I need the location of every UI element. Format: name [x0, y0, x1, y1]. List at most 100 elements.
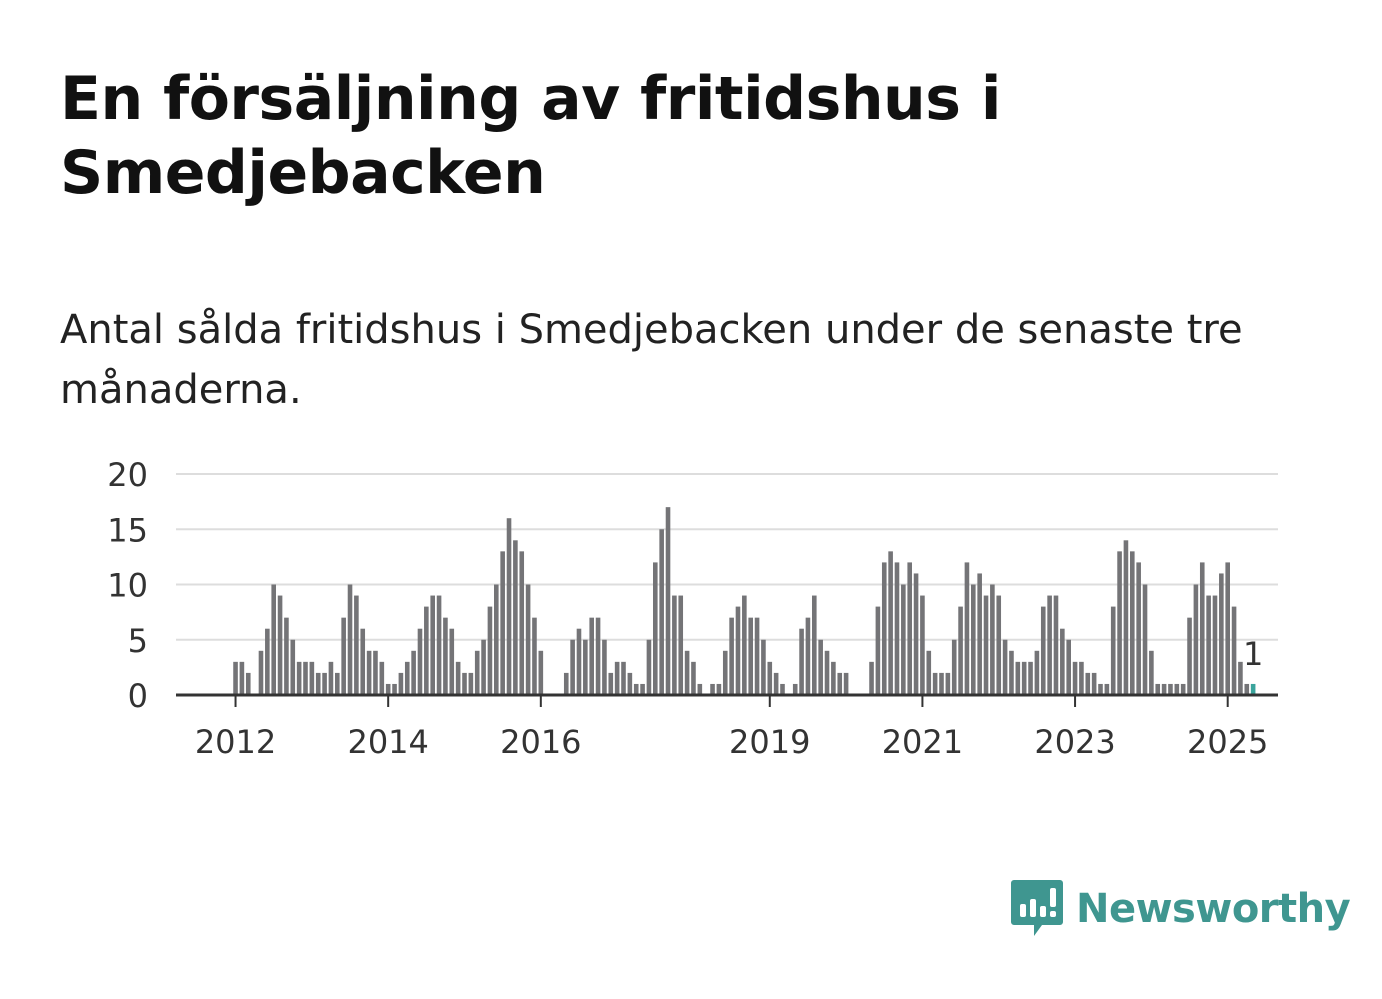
bar: [424, 606, 429, 695]
bar: [513, 540, 518, 695]
bar: [977, 573, 982, 695]
bar: [494, 584, 499, 695]
bar: [1009, 650, 1014, 695]
bar: [729, 617, 734, 695]
bar: [837, 672, 843, 695]
y-axis-labels: 0 5 10 15 20: [107, 456, 148, 715]
bar: [1225, 562, 1230, 695]
bar-highlight: [1250, 683, 1256, 695]
x-tick-label: 2019: [729, 723, 810, 761]
x-tick-label: 2012: [195, 723, 276, 761]
bar: [888, 551, 893, 695]
bar: [812, 595, 817, 695]
bar: [341, 617, 346, 695]
bar: [379, 661, 385, 695]
bar: [525, 584, 531, 695]
bar: [1066, 639, 1071, 695]
bar: [672, 595, 677, 695]
bar: [443, 617, 448, 695]
bar: [792, 683, 798, 695]
bar: [1212, 595, 1218, 695]
bar: [881, 562, 887, 695]
bar: [633, 683, 639, 695]
bar: [1079, 661, 1084, 695]
bar: [258, 650, 264, 695]
bar: [1072, 661, 1078, 695]
bar: [875, 606, 881, 695]
bar: [538, 650, 544, 695]
bar: [1110, 606, 1116, 695]
bar: [824, 650, 830, 695]
bar: [754, 617, 760, 695]
bar: [1161, 683, 1167, 695]
bar: [1168, 683, 1173, 695]
bar: [589, 617, 594, 695]
bar: [392, 683, 397, 695]
bar: [640, 683, 645, 695]
bar: [1187, 617, 1192, 695]
bar: [1034, 650, 1040, 695]
bar: [983, 595, 989, 695]
bar: [735, 606, 741, 695]
bar: [627, 672, 633, 695]
bar: [1142, 584, 1148, 695]
bar: [1130, 551, 1135, 695]
bar: [716, 683, 722, 695]
annotations: 1: [1243, 635, 1263, 673]
bar: [303, 661, 308, 695]
bar: [430, 595, 435, 695]
bar: [398, 672, 404, 695]
bar: [519, 551, 525, 695]
bar: [455, 661, 461, 695]
bar: [990, 584, 995, 695]
bar: [296, 661, 302, 695]
bar: [1047, 595, 1052, 695]
y-tick-label: 0: [128, 677, 148, 715]
bar: [487, 606, 493, 695]
bar: [951, 639, 957, 695]
bar: [1174, 683, 1180, 695]
x-tick-label: 2023: [1034, 723, 1115, 761]
bar: [417, 628, 423, 695]
bar: [360, 628, 366, 695]
bar: [277, 595, 283, 695]
bar: [1244, 683, 1250, 695]
bar: [602, 639, 607, 695]
bar: [354, 595, 359, 695]
bar: [436, 595, 442, 695]
bar: [964, 562, 970, 695]
bar: [595, 617, 601, 695]
bar: [1193, 584, 1199, 695]
y-tick-label: 5: [128, 622, 148, 660]
bar: [284, 617, 289, 695]
bar: [481, 639, 486, 695]
bar: [1015, 661, 1021, 695]
bar: [1002, 639, 1008, 695]
chart-title: En försäljning av fritidshus i Smedjebac…: [60, 64, 1001, 208]
bar: [697, 683, 703, 695]
bar: [309, 661, 315, 695]
bar: [780, 683, 785, 695]
last-value-label: 1: [1243, 635, 1263, 673]
bar: [328, 661, 334, 695]
newsworthy-logo: Newsworthy: [1010, 878, 1351, 940]
bar: [722, 650, 728, 695]
bar: [1021, 661, 1027, 695]
bar: [290, 639, 296, 695]
bar: [322, 672, 327, 695]
bar: [945, 672, 951, 695]
bar: [1091, 672, 1097, 695]
bar: [939, 672, 944, 695]
bar: [583, 639, 588, 695]
bar: [563, 672, 569, 695]
y-tick-label: 10: [107, 567, 148, 605]
bar: [926, 650, 932, 695]
bar: [373, 650, 378, 695]
bar: [474, 650, 480, 695]
bar: [996, 595, 1002, 695]
bar: [710, 683, 715, 695]
bar: [404, 661, 410, 695]
bar: [805, 617, 811, 695]
bar: [818, 639, 823, 695]
bar: [1231, 606, 1237, 695]
